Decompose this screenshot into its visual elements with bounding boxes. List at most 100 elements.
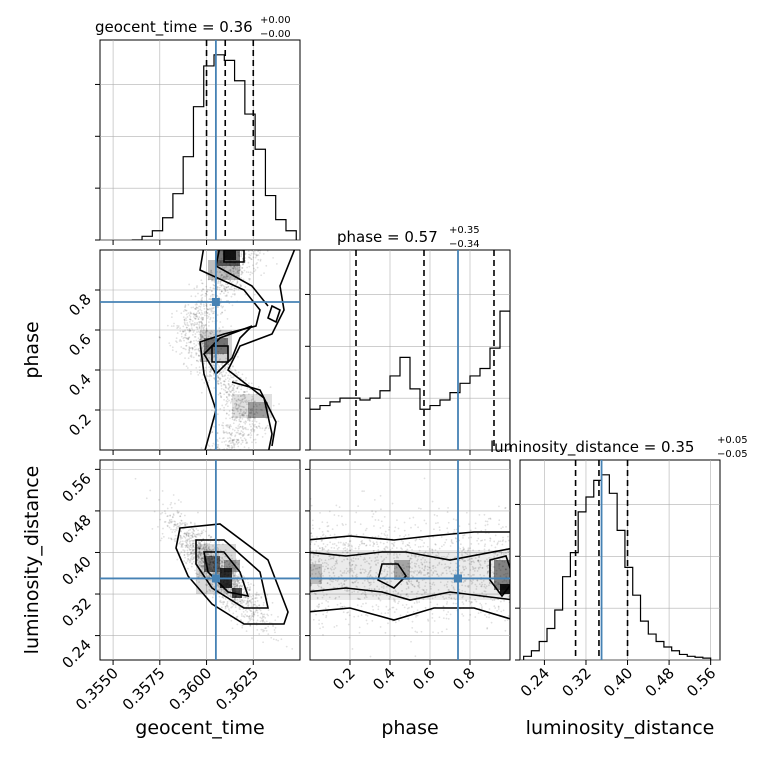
sample-point — [471, 574, 474, 576]
sample-point — [236, 281, 239, 283]
sample-point — [372, 545, 375, 547]
sample-point — [213, 333, 215, 336]
sample-point — [364, 561, 366, 564]
sample-point — [228, 436, 231, 439]
sample-point — [385, 585, 388, 588]
sample-point — [188, 330, 191, 333]
sample-point — [203, 543, 206, 545]
sample-point — [496, 609, 498, 612]
sample-point — [240, 618, 242, 621]
sample-point — [478, 583, 481, 586]
title-lumdist: luminosity_distance = 0.35 — [490, 438, 694, 457]
sample-point — [343, 589, 346, 591]
sample-point — [198, 366, 201, 369]
sample-point — [385, 594, 388, 597]
sample-point — [220, 290, 223, 293]
sample-point — [413, 585, 416, 587]
sample-point — [253, 293, 256, 296]
sample-point — [407, 579, 410, 582]
sample-point — [239, 285, 242, 288]
sample-point — [438, 616, 441, 619]
sample-point — [216, 287, 219, 290]
sample-point — [179, 530, 182, 533]
sample-point — [497, 606, 500, 609]
sample-point — [176, 511, 179, 514]
sample-point — [241, 263, 244, 266]
sample-point — [223, 271, 226, 274]
sample-point — [230, 444, 233, 447]
sample-point — [495, 569, 498, 572]
sample-point — [355, 579, 358, 582]
sample-point — [452, 531, 455, 534]
sample-point — [210, 536, 213, 538]
sample-point — [245, 250, 248, 251]
sample-point — [238, 584, 241, 587]
sample-point — [225, 412, 228, 415]
sample-point — [481, 566, 484, 569]
sample-point — [184, 348, 187, 351]
sample-point — [237, 406, 240, 409]
sample-point — [226, 560, 228, 563]
sample-point — [368, 575, 371, 578]
sample-point — [204, 312, 206, 315]
sample-point — [234, 380, 237, 383]
sample-point — [193, 345, 196, 348]
sample-point — [198, 581, 201, 584]
sample-point — [168, 526, 171, 529]
sample-point — [311, 535, 313, 538]
sample-point — [185, 319, 188, 322]
sample-point — [258, 604, 261, 607]
sample-point — [246, 604, 249, 607]
sample-point — [442, 596, 444, 598]
sample-point — [386, 581, 389, 583]
sample-point — [205, 304, 208, 307]
sample-point — [240, 377, 242, 379]
sample-point — [265, 629, 268, 632]
contour-line — [195, 539, 269, 609]
sample-point — [382, 560, 384, 563]
sample-point — [277, 615, 279, 618]
sample-point — [202, 317, 204, 319]
sample-point — [441, 572, 444, 575]
sample-point — [462, 581, 465, 583]
sample-point — [256, 609, 259, 612]
sample-point — [186, 337, 189, 339]
sample-point — [386, 534, 389, 537]
sample-point — [382, 542, 385, 545]
sample-point — [395, 571, 398, 574]
sample-point — [461, 601, 464, 604]
sample-point — [318, 619, 321, 622]
sample-point — [231, 439, 234, 442]
sample-point — [195, 344, 198, 347]
sample-point — [233, 438, 236, 441]
sample-point — [228, 565, 231, 568]
sample-point — [193, 324, 196, 327]
sample-point — [393, 541, 396, 544]
sample-point — [458, 564, 461, 567]
sample-point — [219, 392, 222, 395]
sample-point — [247, 601, 250, 603]
sample-point — [372, 541, 375, 544]
sample-point — [201, 336, 204, 339]
sample-point — [410, 591, 413, 593]
sample-point — [199, 547, 202, 550]
sample-point — [327, 567, 329, 570]
sample-point — [197, 551, 200, 553]
sample-point — [467, 573, 470, 576]
sample-point — [237, 425, 240, 427]
sample-point — [249, 600, 251, 603]
sample-point — [326, 521, 329, 524]
sample-point — [225, 371, 228, 374]
sample-point — [187, 538, 189, 541]
sample-point — [318, 547, 321, 549]
sample-point — [418, 566, 421, 569]
sample-point — [180, 352, 183, 354]
sample-point — [187, 324, 190, 327]
sample-point — [379, 541, 382, 544]
sample-point — [477, 559, 480, 562]
sample-point — [391, 606, 394, 609]
sample-point — [239, 608, 242, 611]
sample-point — [193, 535, 196, 538]
sample-point — [230, 295, 233, 298]
sample-point — [320, 586, 323, 588]
